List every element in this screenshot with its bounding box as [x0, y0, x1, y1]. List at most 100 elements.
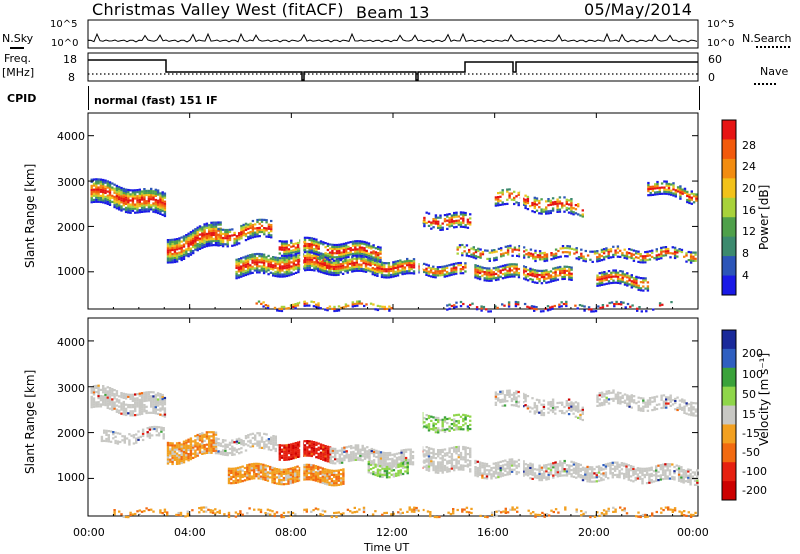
- power-range-gate: [542, 210, 546, 213]
- power-range-gate: [613, 303, 616, 306]
- power-range-gate: [192, 241, 195, 244]
- power-range-gate: [656, 185, 659, 188]
- power-range-gate: [495, 258, 498, 261]
- velocity-range-gate: [483, 470, 486, 474]
- velocity-range-gate: [173, 448, 177, 451]
- power-range-gate: [194, 234, 197, 237]
- power-range-gate: [280, 246, 284, 249]
- velocity-range-gate: [108, 395, 112, 398]
- velocity-range-gate: [290, 453, 293, 456]
- velocity-range-gate: [240, 443, 243, 446]
- velocity-range-gate: [504, 459, 507, 462]
- velocity-range-gate: [446, 417, 449, 421]
- power-range-gate: [547, 204, 550, 207]
- power-range-gate: [412, 264, 416, 267]
- velocity-range-gate: [105, 440, 108, 443]
- velocity-range-gate: [141, 432, 145, 435]
- power-range-gate: [171, 253, 174, 256]
- power-range-gate: [546, 309, 550, 312]
- velocity-range-gate: [494, 470, 498, 473]
- velocity-range-gate: [92, 399, 96, 402]
- velocity-range-gate: [257, 469, 260, 472]
- velocity-range-gate: [291, 475, 295, 478]
- power-range-gate: [285, 248, 288, 251]
- velocity-range-gate: [294, 466, 297, 469]
- power-range-gate: [287, 248, 291, 251]
- power-range-gate: [325, 270, 329, 273]
- velocity-range-gate: [159, 403, 162, 406]
- power-range-gate: [180, 250, 183, 253]
- power-range-gate: [367, 242, 371, 245]
- power-range-gate: [443, 214, 447, 217]
- velocity-range-gate: [264, 466, 267, 469]
- power-range-gate: [285, 240, 288, 243]
- velocity-range-gate: [163, 403, 167, 406]
- velocity-range-gate: [398, 456, 401, 459]
- power-range-gate: [371, 271, 374, 274]
- power-range-gate: [462, 217, 465, 220]
- velocity-range-gate: [326, 475, 329, 478]
- velocity-range-gate: [169, 454, 172, 457]
- velocity-range-gate: [146, 435, 149, 438]
- power-range-gate: [673, 246, 677, 249]
- velocity-range-gate: [478, 473, 482, 476]
- velocity-range-gate: [450, 455, 454, 458]
- power-range-gate: [353, 257, 356, 260]
- power-range-gate: [198, 227, 202, 230]
- power-range-gate: [288, 270, 291, 273]
- velocity-range-gate: [366, 450, 369, 453]
- velocity-range-gate: [345, 446, 348, 449]
- velocity-range-gate: [384, 466, 387, 469]
- power-range-gate: [490, 271, 493, 274]
- velocity-range-gate: [161, 400, 164, 403]
- velocity-range-gate: [246, 468, 249, 471]
- power-range-gate: [205, 224, 209, 227]
- velocity-range-gate: [315, 456, 318, 459]
- power-range-gate: [692, 251, 695, 254]
- velocity-range-gate: [443, 416, 447, 419]
- nsky-legend-line: [10, 47, 24, 49]
- power-range-gate: [394, 272, 397, 276]
- power-range-gate: [351, 305, 354, 308]
- power-range-gate: [485, 277, 489, 280]
- velocity-range-gate: [104, 395, 107, 398]
- power-range-gate: [249, 254, 252, 257]
- power-range-gate: [678, 248, 681, 251]
- power-range-gate: [533, 202, 536, 205]
- velocity-range-gate: [194, 453, 197, 456]
- velocity-range-gate: [501, 472, 505, 475]
- velocity-range-gate: [367, 469, 370, 472]
- power-range-gate: [490, 273, 493, 276]
- velocity-range-gate: [331, 449, 335, 452]
- power-range-gate: [108, 201, 112, 204]
- power-range-gate: [90, 197, 93, 200]
- power-range-gate: [212, 225, 215, 228]
- velocity-range-gate: [457, 426, 460, 429]
- power-range-gate: [140, 194, 144, 197]
- velocity-range-gate: [163, 407, 167, 410]
- velocity-range-gate: [107, 440, 110, 443]
- velocity-range-gate: [331, 451, 335, 454]
- power-range-gate: [267, 267, 270, 270]
- velocity-range-gate: [425, 414, 428, 417]
- power-range-gate: [474, 264, 477, 267]
- velocity-range-gate: [124, 411, 128, 414]
- velocity-range-gate: [347, 455, 351, 458]
- velocity-range-gate: [285, 446, 288, 449]
- power-range-gate: [591, 260, 594, 263]
- velocity-range-gate: [466, 446, 470, 450]
- velocity-range-gate: [194, 439, 197, 442]
- power-range-gate: [189, 243, 193, 246]
- velocity-range-gate: [287, 458, 291, 461]
- velocity-range-gate: [481, 466, 484, 469]
- power-range-gate: [486, 257, 489, 260]
- power-range-gate: [122, 198, 125, 201]
- velocity-range-gate: [234, 471, 238, 474]
- power-range-gate: [247, 231, 250, 234]
- velocity-range-gate: [171, 452, 174, 455]
- velocity-range-gate: [196, 444, 199, 447]
- power-range-gate: [425, 271, 428, 274]
- velocity-range-gate: [122, 392, 125, 395]
- power-range-gate: [688, 199, 691, 203]
- velocity-range-gate: [275, 476, 279, 479]
